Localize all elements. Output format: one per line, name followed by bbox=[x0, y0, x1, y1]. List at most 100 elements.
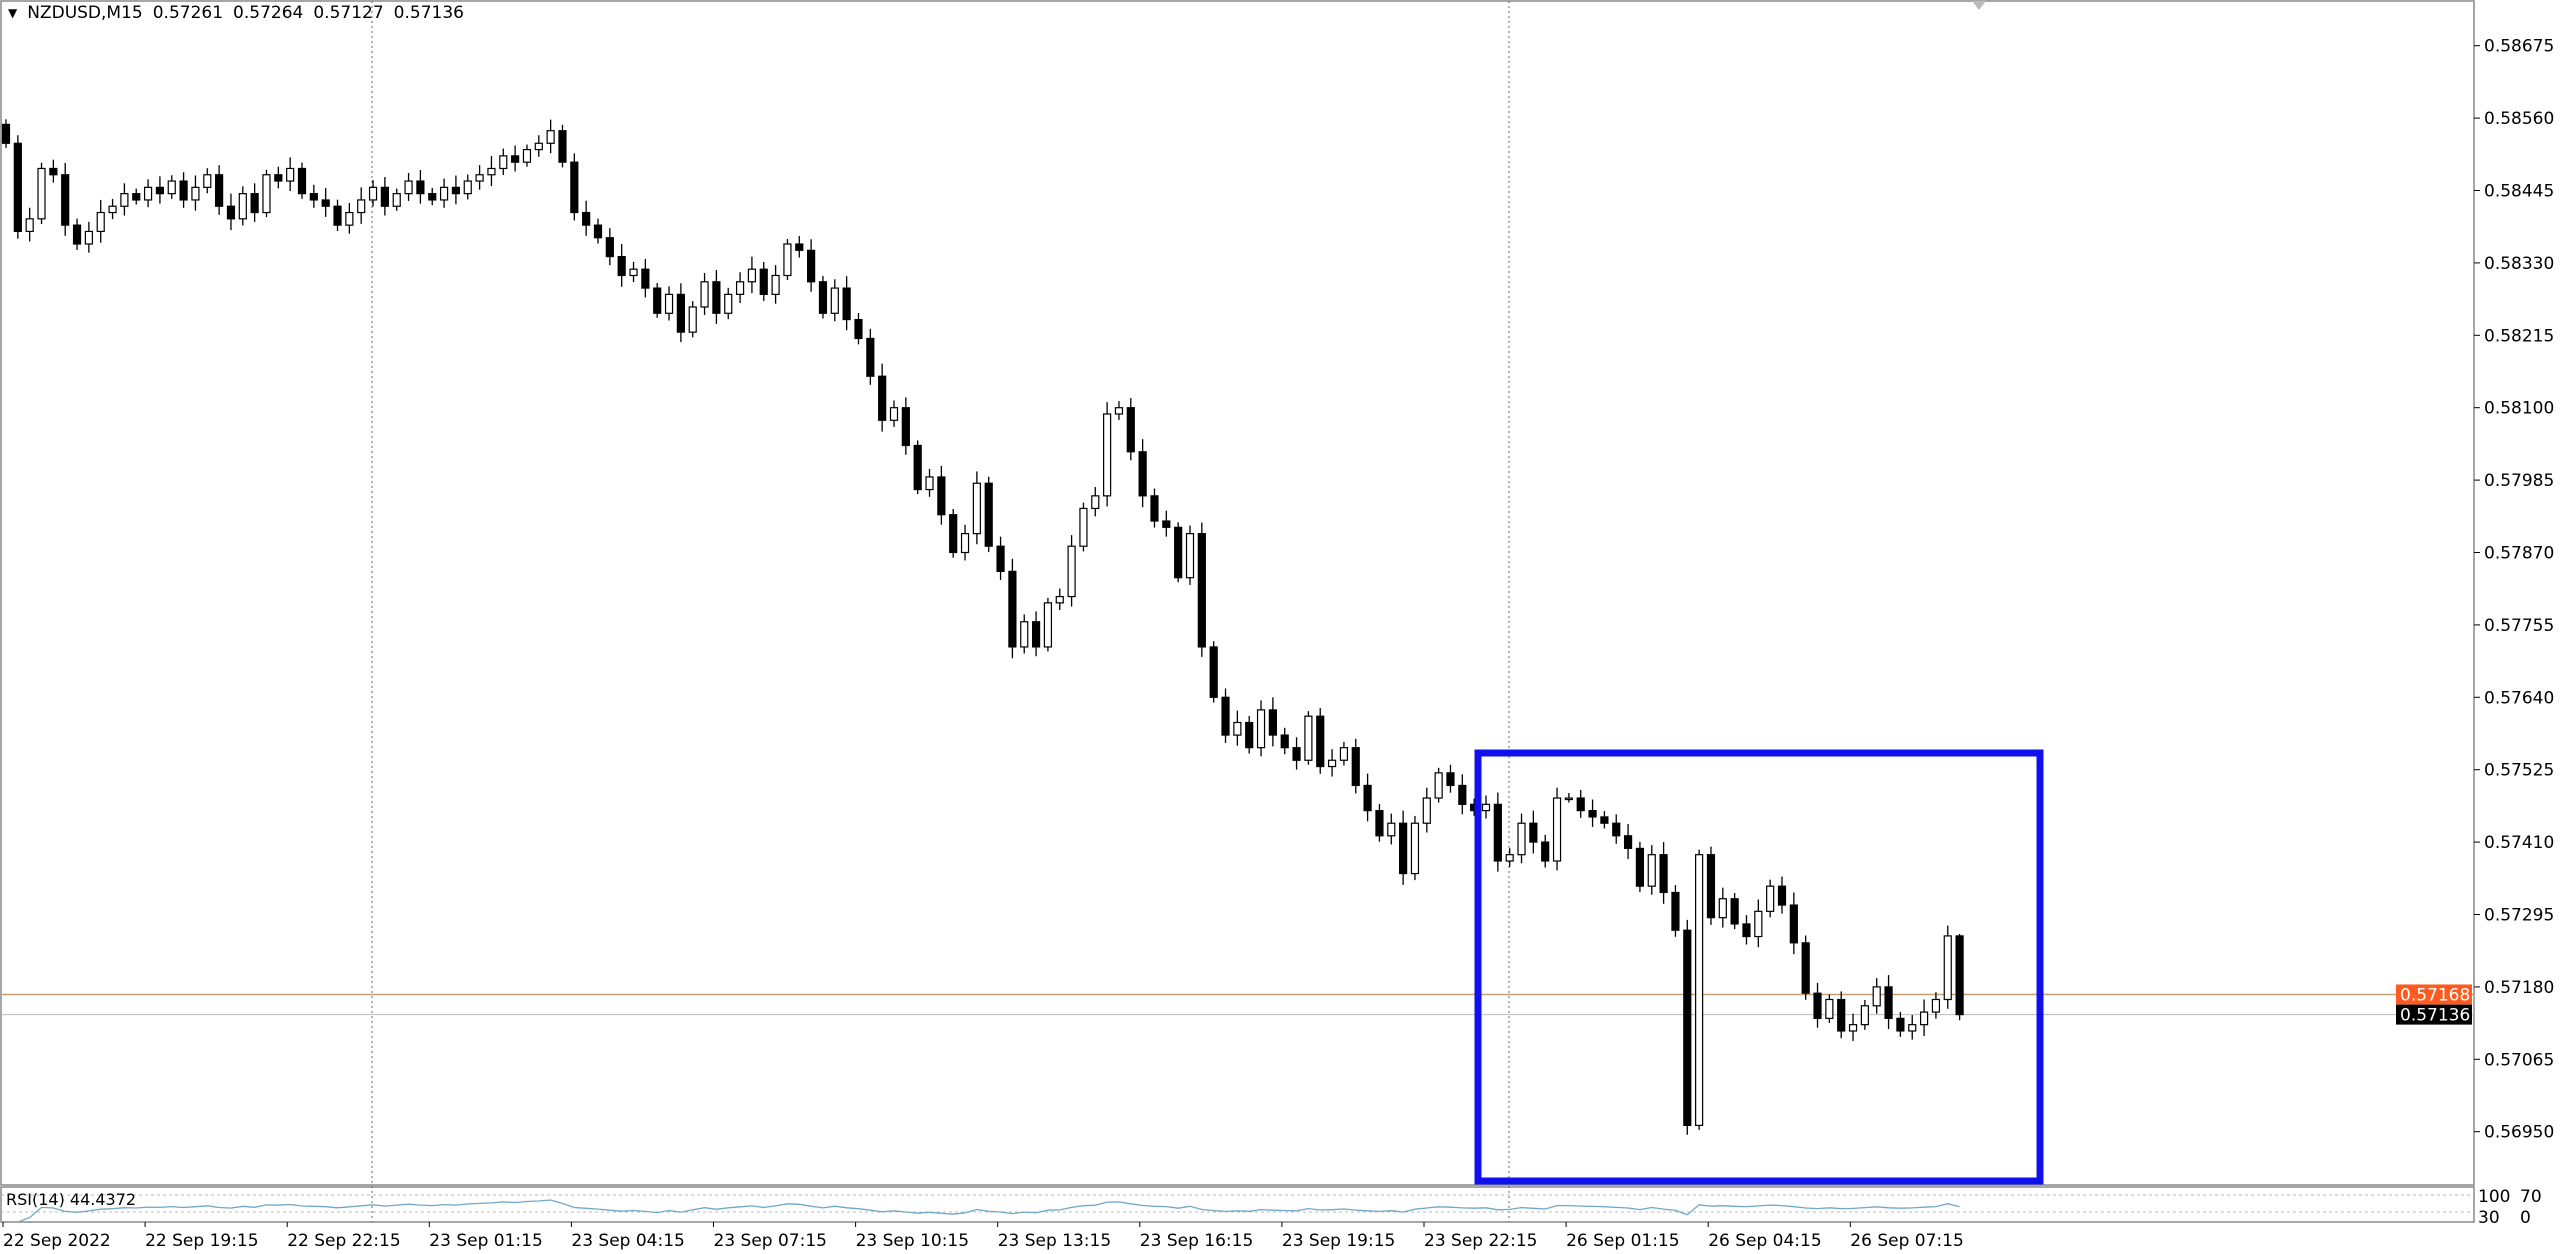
bull-candle-body bbox=[972, 482, 981, 535]
bear-candle-body bbox=[1458, 784, 1467, 805]
bear-candle-body bbox=[1801, 942, 1810, 994]
candle bbox=[1256, 700, 1266, 757]
bull-candle-body bbox=[1114, 407, 1124, 415]
candle bbox=[1067, 535, 1076, 607]
bear-candle-body bbox=[996, 545, 1005, 572]
bear-candle-body bbox=[1813, 992, 1822, 1019]
candle bbox=[605, 228, 614, 266]
marker-price-label: 0.57168 bbox=[2400, 985, 2470, 1005]
candle bbox=[1079, 502, 1088, 552]
candle bbox=[297, 162, 307, 199]
candle bbox=[1197, 522, 1206, 657]
candle bbox=[72, 218, 82, 250]
bear-candle-body bbox=[1399, 822, 1408, 875]
price-tick-label: 0.58445 bbox=[2484, 182, 2554, 202]
candle bbox=[558, 124, 567, 168]
bid-price-tag bbox=[2396, 1004, 2472, 1025]
price-tick-label: 0.57065 bbox=[2484, 1050, 2554, 1070]
time-tick-label: 22 Sep 2022 bbox=[3, 1231, 111, 1251]
candle bbox=[333, 199, 342, 232]
bull-candle-body bbox=[96, 211, 105, 233]
candle bbox=[428, 187, 437, 206]
candle bbox=[1375, 804, 1384, 842]
bull-candle-body bbox=[167, 180, 176, 195]
price-tick-label: 0.57410 bbox=[2484, 833, 2554, 853]
bear-candle-body bbox=[1777, 885, 1787, 906]
bear-candle-body bbox=[582, 211, 591, 226]
candle bbox=[203, 168, 212, 194]
bull-candle-body bbox=[747, 268, 757, 283]
candle bbox=[1292, 737, 1301, 770]
candle bbox=[1020, 614, 1029, 654]
bear-candle-body bbox=[1955, 935, 1964, 1016]
time-tick-label: 23 Sep 16:15 bbox=[1140, 1231, 1253, 1251]
candle bbox=[1671, 885, 1680, 937]
bull-candle-body bbox=[1091, 495, 1100, 510]
candle bbox=[215, 165, 224, 215]
candle bbox=[1339, 741, 1349, 766]
candle bbox=[1387, 813, 1396, 845]
bear-candle-body bbox=[132, 193, 141, 201]
bear-candle-body bbox=[1576, 797, 1585, 812]
candle bbox=[1908, 1015, 1917, 1040]
scroll-marker-icon[interactable] bbox=[1972, 1, 1986, 10]
candle bbox=[1860, 999, 1869, 1030]
bear-candle-body bbox=[333, 205, 342, 226]
candles bbox=[1, 119, 1964, 1135]
time-tick-label: 26 Sep 01:15 bbox=[1566, 1231, 1679, 1251]
bear-candle-body bbox=[1150, 495, 1159, 522]
candle bbox=[49, 159, 58, 183]
bear-candle-body bbox=[1363, 784, 1372, 812]
bull-candle-body bbox=[1020, 621, 1029, 648]
candle bbox=[1659, 842, 1668, 904]
price-tick-label: 0.57755 bbox=[2484, 616, 2554, 636]
bull-candle-body bbox=[700, 281, 709, 308]
bear-candle-body bbox=[1612, 822, 1621, 837]
bear-candle-body bbox=[617, 256, 626, 277]
candle bbox=[392, 188, 401, 211]
bull-candle-body bbox=[783, 243, 792, 277]
candle bbox=[984, 476, 993, 553]
bull-candle-body bbox=[1339, 747, 1349, 761]
bear-candle-body bbox=[215, 174, 224, 207]
dropdown-triangle-icon[interactable]: ▼ bbox=[8, 6, 18, 20]
candle bbox=[747, 256, 757, 294]
bear-candle-body bbox=[309, 193, 318, 201]
candle bbox=[1600, 811, 1609, 829]
candle bbox=[949, 508, 958, 558]
bear-candle-body bbox=[1742, 923, 1751, 938]
rsi-line bbox=[17, 1199, 1960, 1223]
candle bbox=[901, 397, 910, 455]
candle bbox=[735, 272, 745, 303]
candle bbox=[830, 279, 839, 322]
bear-candle-body bbox=[1008, 570, 1017, 648]
bear-candle-body bbox=[854, 318, 863, 340]
bull-candle-body bbox=[1185, 533, 1195, 579]
candle bbox=[13, 135, 22, 239]
bull-candle-body bbox=[688, 306, 697, 333]
bull-candle-body bbox=[475, 174, 484, 182]
close-value: 0.57136 bbox=[393, 3, 464, 23]
bull-candle-body bbox=[404, 180, 413, 195]
high-value: 0.57264 bbox=[233, 3, 304, 23]
bull-candle-body bbox=[487, 167, 496, 176]
candle bbox=[132, 188, 141, 205]
bull-candle-body bbox=[1079, 507, 1088, 547]
bear-candle-body bbox=[1221, 696, 1230, 736]
bull-candle-body bbox=[889, 407, 899, 421]
price-tick-label: 0.58560 bbox=[2484, 109, 2554, 129]
bear-candle-body bbox=[653, 287, 662, 314]
bull-candle-body bbox=[522, 148, 532, 163]
bear-candle-body bbox=[1529, 822, 1538, 843]
bear-candle-body bbox=[274, 174, 283, 182]
candle bbox=[1031, 611, 1041, 657]
candle bbox=[368, 180, 378, 207]
bear-candle-body bbox=[179, 180, 188, 201]
time-tick-label: 23 Sep 07:15 bbox=[714, 1231, 827, 1251]
candle bbox=[309, 184, 318, 208]
candle bbox=[1588, 799, 1597, 827]
bull-candle-body bbox=[1919, 1011, 1929, 1026]
candle bbox=[712, 269, 721, 324]
rsi-axis-label-30: 30 bbox=[2478, 1208, 2500, 1228]
